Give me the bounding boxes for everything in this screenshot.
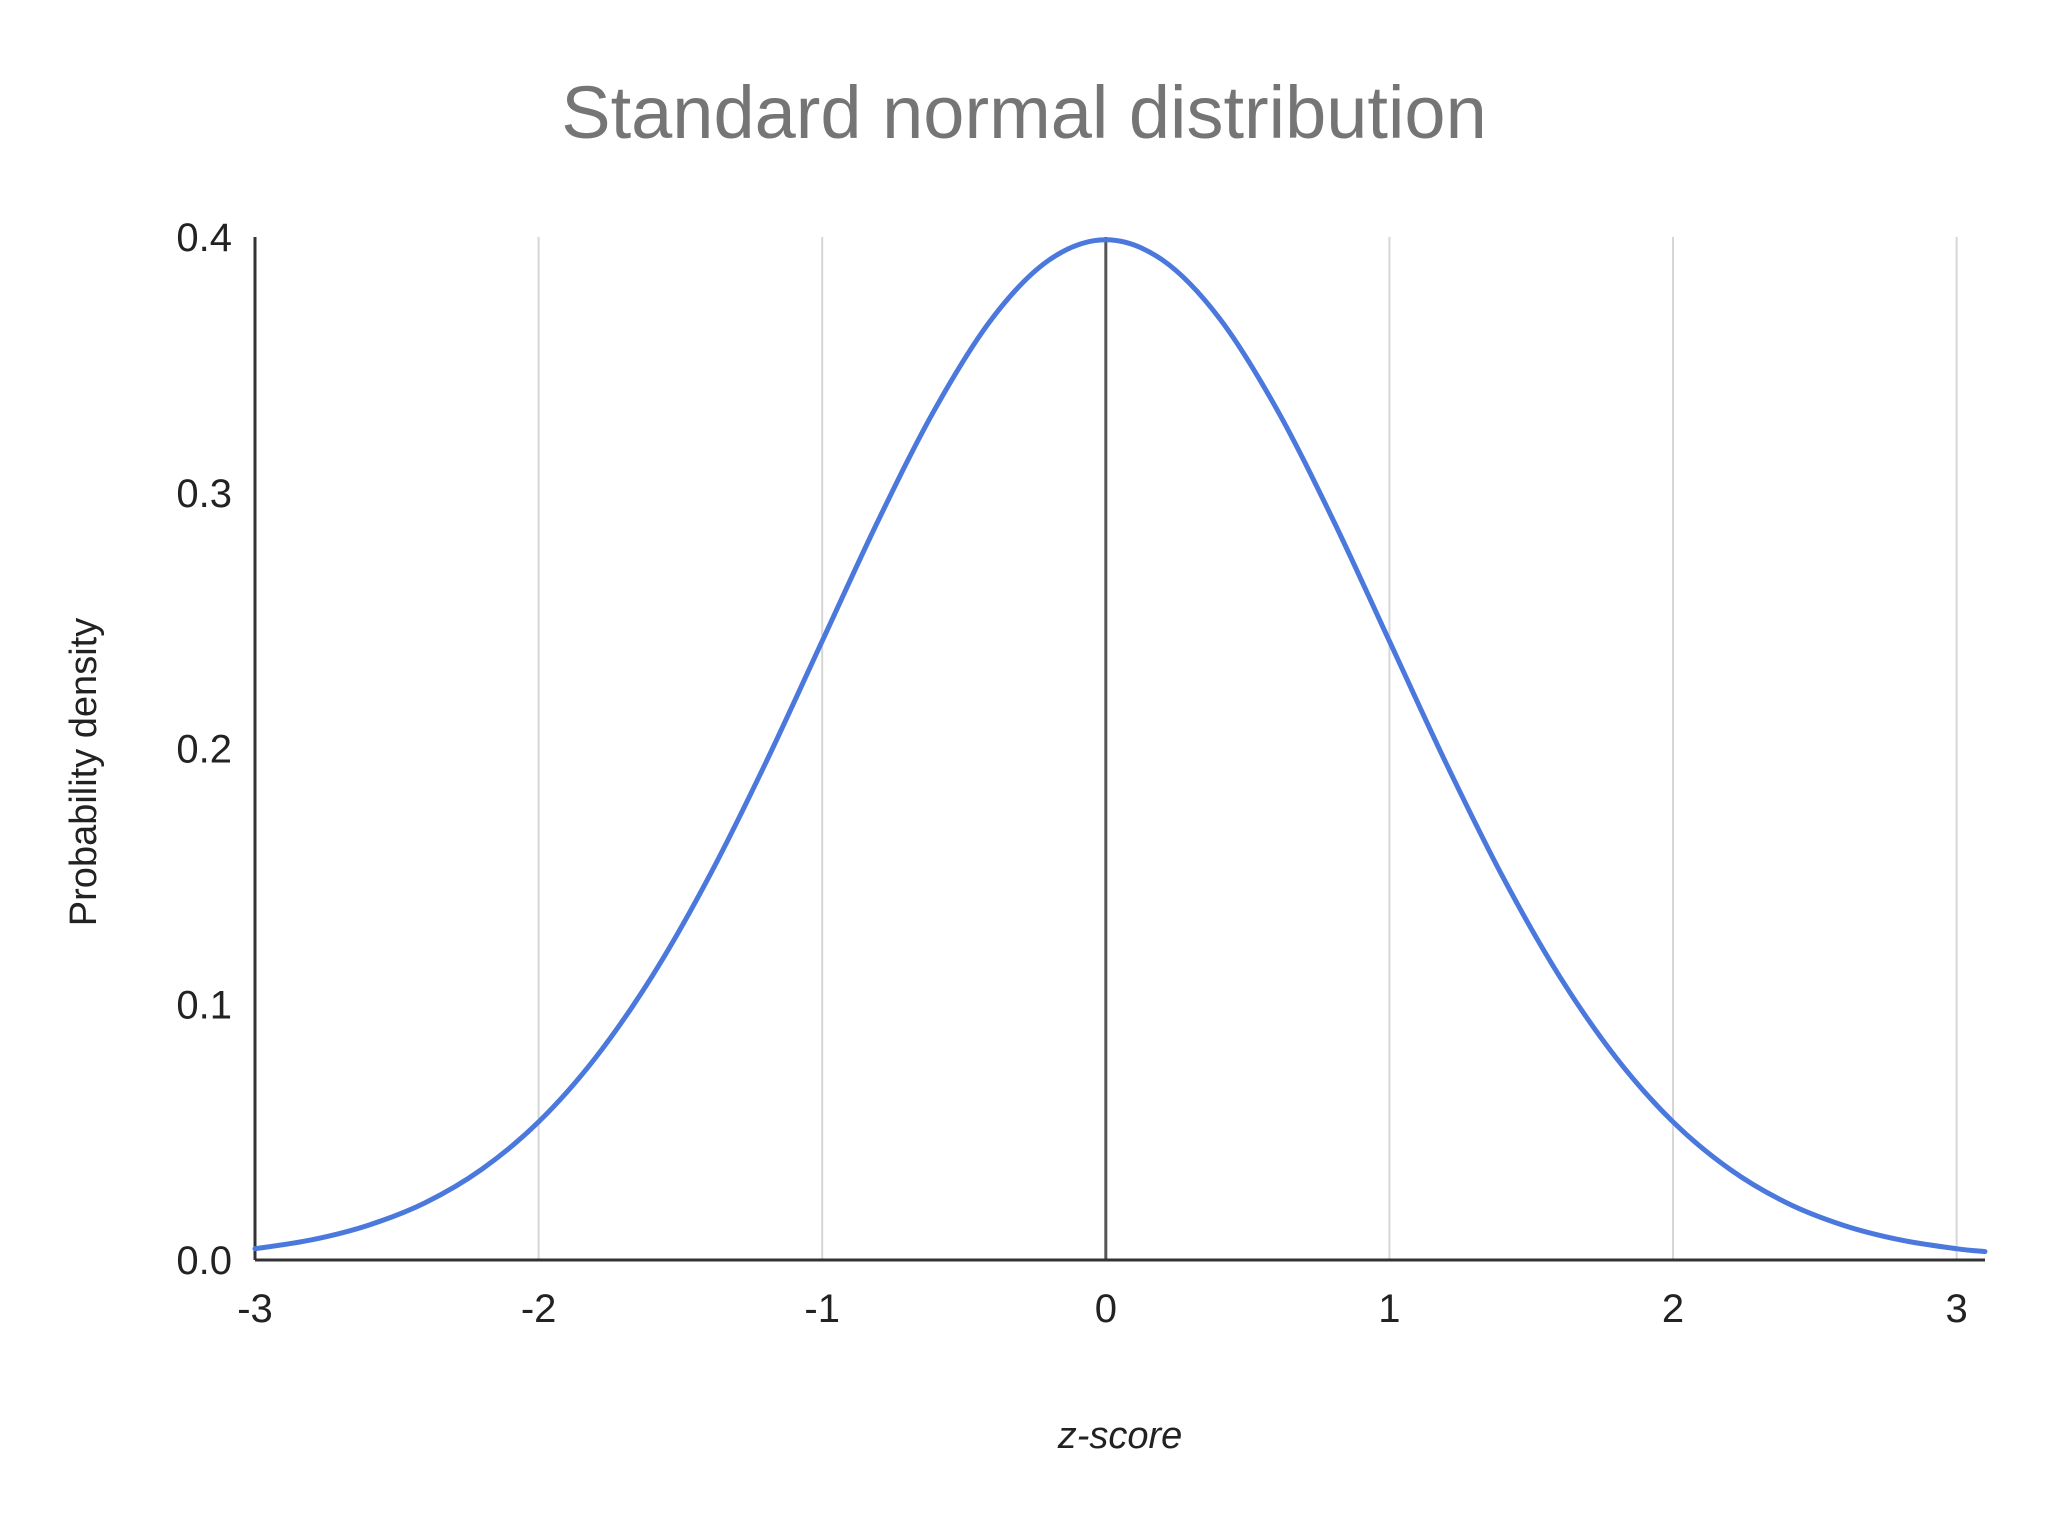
x-axis-ticks: -3 -2 -1 0 1 2 3 bbox=[237, 1287, 1968, 1331]
x-tick-label: 1 bbox=[1378, 1287, 1400, 1331]
series-line bbox=[252, 237, 1988, 1255]
x-tick-label: 3 bbox=[1946, 1287, 1968, 1331]
gridlines bbox=[537, 237, 1958, 1260]
y-axis-ticks: 0.0 0.1 0.2 0.3 0.4 bbox=[176, 216, 232, 1283]
y-tick-label: 0.3 bbox=[176, 472, 232, 516]
x-axis-title: z-score bbox=[1057, 1415, 1183, 1457]
y-axis-title: Probability density bbox=[63, 618, 105, 926]
x-tick-label: -2 bbox=[521, 1287, 557, 1331]
y-tick-label: 0.4 bbox=[176, 216, 232, 260]
axes bbox=[253, 237, 1985, 1262]
y-tick-label: 0.0 bbox=[176, 1239, 232, 1283]
series-layer bbox=[252, 237, 1988, 1255]
y-tick-label: 0.1 bbox=[176, 983, 232, 1027]
chart-title: Standard normal distribution bbox=[561, 71, 1487, 154]
x-tick-label: -3 bbox=[237, 1287, 273, 1331]
x-tick-label: 0 bbox=[1095, 1287, 1117, 1331]
x-tick-label: 2 bbox=[1662, 1287, 1684, 1331]
x-tick-label: -1 bbox=[804, 1287, 840, 1331]
y-tick-label: 0.2 bbox=[176, 728, 232, 772]
